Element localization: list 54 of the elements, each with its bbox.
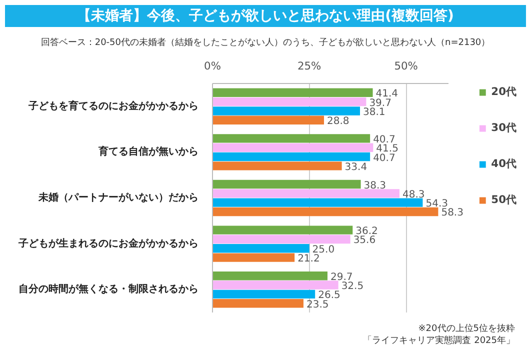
- legend-label: 50代: [491, 193, 517, 207]
- y-tick-label: 子どもを育てるのにお金がかかるから: [28, 100, 198, 112]
- chart-title: 【未婚者】今後、子どもが欲しいと思わない理由(複数回答): [77, 7, 454, 26]
- data-label: 35.6: [353, 235, 376, 246]
- x-tick-label: 50%: [394, 60, 418, 72]
- bar: [212, 162, 342, 170]
- data-label: 23.5: [306, 299, 329, 310]
- x-tick-label: 25%: [297, 60, 322, 72]
- data-label: 58.3: [441, 208, 464, 219]
- bar: [212, 244, 310, 253]
- x-tick-label: 0%: [204, 60, 221, 72]
- bar: [212, 116, 324, 124]
- data-label: 38.1: [363, 106, 386, 118]
- bar: [212, 272, 328, 280]
- y-tick-label: 育てる自信が無いから: [98, 146, 198, 158]
- data-label: 29.7: [330, 272, 353, 283]
- data-label: 33.4: [344, 162, 368, 173]
- legend-label: 20代: [491, 85, 517, 99]
- bar: [212, 226, 353, 234]
- bar: [212, 180, 361, 189]
- bar: [212, 234, 350, 244]
- data-label: 40.7: [373, 152, 396, 164]
- text: ※20代の上位5位を抜粋: [418, 324, 515, 334]
- data-label: 38.3: [364, 180, 386, 192]
- bar: [212, 88, 373, 98]
- data-label: 25.0: [312, 244, 335, 256]
- bar: [212, 280, 338, 290]
- data-label: 39.7: [369, 98, 392, 109]
- legend-label: 40代: [491, 157, 517, 171]
- bar: [212, 207, 438, 216]
- text: 「ライフキャリア実態調査 2025年」: [363, 336, 515, 346]
- bar: [212, 198, 423, 207]
- data-label: 40.7: [373, 134, 396, 146]
- bar: [212, 290, 316, 299]
- bar: [212, 143, 374, 152]
- data-label: 32.5: [341, 281, 364, 292]
- bar: [212, 106, 360, 116]
- data-label: 21.2: [298, 254, 320, 265]
- bar: [212, 298, 304, 308]
- y-tick-label: 自分の時間が無くなる・制限されるから: [18, 283, 198, 296]
- y-tick-label: 子どもが生まれるのにお金がかかるから: [18, 237, 198, 250]
- y-tick-label: 未婚（パートナーがいない）だから: [38, 192, 198, 204]
- data-label: 28.8: [326, 116, 350, 128]
- data-label: 41.4: [376, 88, 398, 100]
- legend-label: 30代: [491, 121, 517, 135]
- bar: [212, 152, 370, 162]
- bar: [212, 97, 366, 106]
- data-label: 48.3: [402, 189, 425, 200]
- data-label: 26.5: [318, 290, 340, 302]
- bar: [212, 189, 400, 198]
- chart-subtitle: 回答ベース：20-50代の未婚者（結婚をしたことがない人）のうち、子どもが欲しいと思わない人（n=2130）: [40, 37, 490, 50]
- bar: [212, 134, 370, 143]
- bar: [212, 253, 295, 262]
- data-label: 41.5: [376, 144, 398, 155]
